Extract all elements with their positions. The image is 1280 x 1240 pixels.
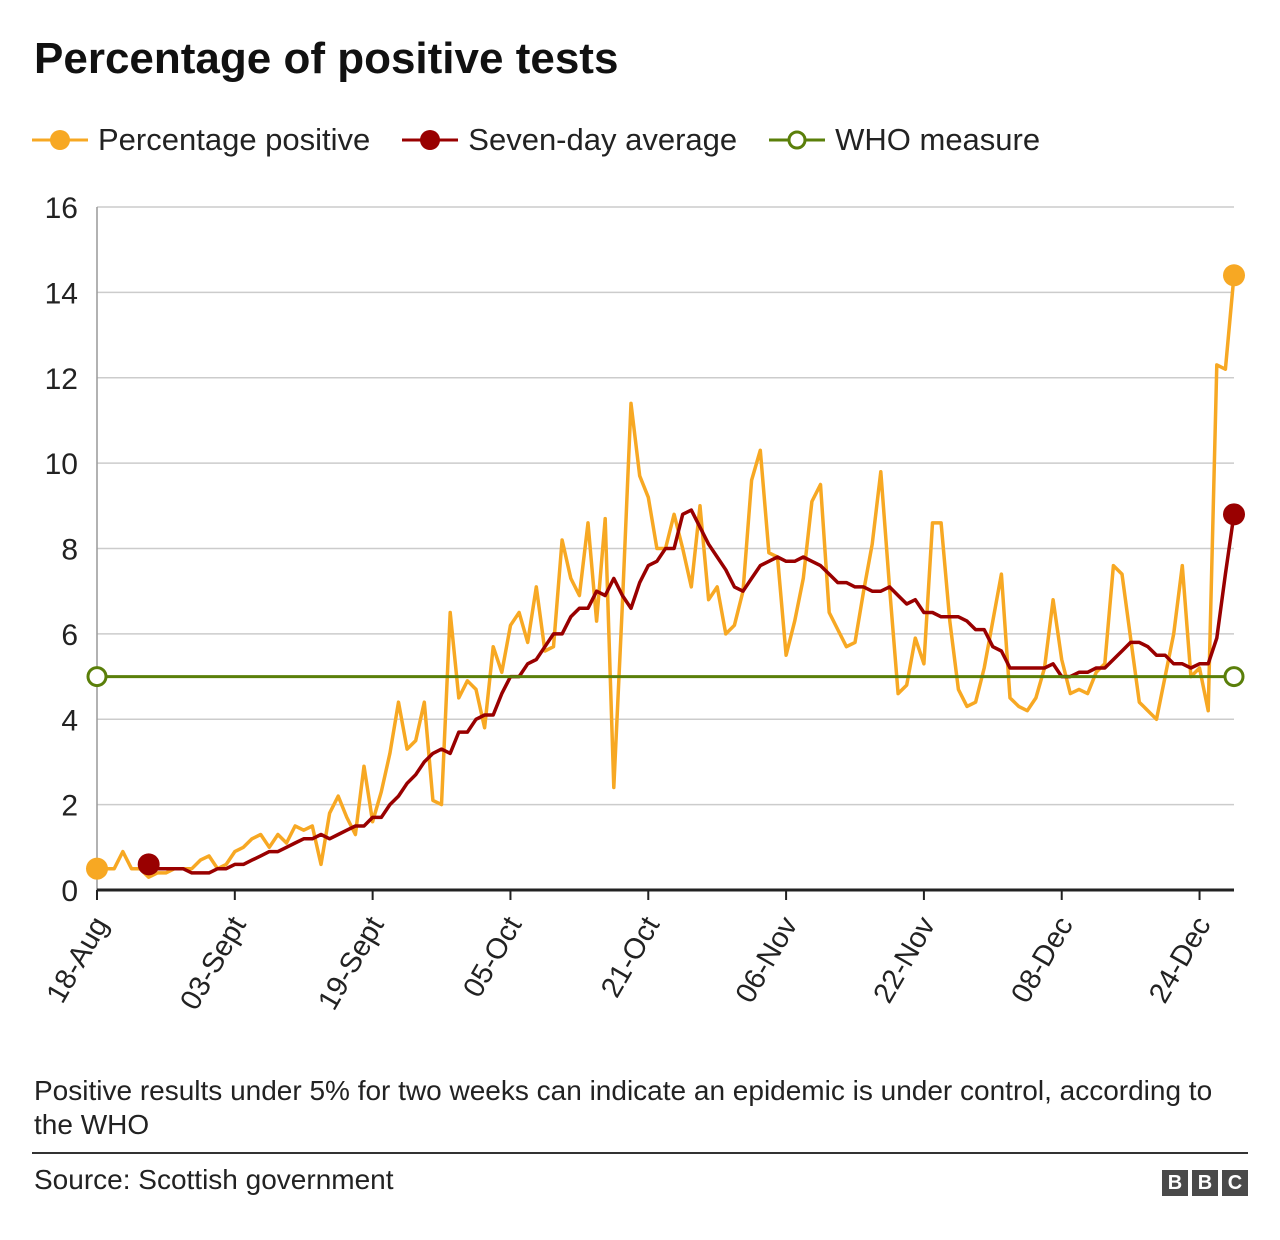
bbc-logo-letter: B xyxy=(1192,1170,1218,1196)
y-tick-label: 6 xyxy=(61,619,78,652)
series-endpoint xyxy=(137,853,160,876)
legend-label: Percentage positive xyxy=(98,122,371,157)
legend-label: WHO measure xyxy=(835,122,1041,157)
x-tick-label: 03-Sept xyxy=(174,912,253,1016)
x-tick-label: 21-Oct xyxy=(595,912,666,1003)
bbc-logo-letter: B xyxy=(1162,1170,1188,1196)
chart-legend: Percentage positive Seven-day average WH… xyxy=(30,118,1070,162)
legend-label: Seven-day average xyxy=(468,122,738,157)
x-tick-label: 06-Nov xyxy=(730,911,805,1008)
footnote: Positive results under 5% for two weeks … xyxy=(34,1075,1213,1140)
y-tick-label: 12 xyxy=(45,363,78,396)
x-tick-label: 05-Oct xyxy=(457,912,528,1003)
grid-lines xyxy=(96,206,1234,892)
x-axis-ticks: 18-Aug 03-Sept 19-Sept 05-Oct 21-Oct 06-Nov 22… xyxy=(41,890,1218,1015)
x-tick-label: 19-Sept xyxy=(312,912,391,1016)
legend-item-percentage-positive: Percentage positive xyxy=(30,122,370,158)
y-axis-ticks: 0 2 4 6 8 10 12 14 16 xyxy=(45,192,78,908)
series-endpoint xyxy=(86,666,108,688)
chart-title: Percentage of positive tests xyxy=(34,34,619,83)
legend-key-open-circle-icon xyxy=(769,130,826,150)
y-tick-label: 2 xyxy=(61,790,78,823)
y-tick-label: 16 xyxy=(45,192,78,225)
source-text: Source: Scottish government xyxy=(34,1164,394,1195)
series-endpoint xyxy=(86,857,108,880)
legend-item-seven-day-average: Seven-day average xyxy=(400,122,737,158)
data-series xyxy=(86,264,1245,880)
series-line xyxy=(95,273,1236,879)
legend-item-who-measure: WHO measure xyxy=(767,122,1040,158)
y-tick-label: 10 xyxy=(45,448,78,481)
series-endpoint xyxy=(1223,264,1245,287)
x-tick-label: 24-Dec xyxy=(1143,912,1217,1009)
x-tick-label: 18-Aug xyxy=(41,912,115,1009)
y-tick-label: 0 xyxy=(61,875,78,908)
bbc-logo-letter: C xyxy=(1222,1170,1248,1196)
bbc-logo: B B C xyxy=(1158,1170,1248,1196)
series-endpoint xyxy=(1223,666,1245,688)
y-tick-label: 14 xyxy=(45,277,78,310)
x-tick-label: 08-Dec xyxy=(1005,912,1079,1009)
y-tick-label: 8 xyxy=(61,534,78,567)
legend-key-filled-circle-icon xyxy=(402,130,459,150)
line-chart: 0 2 4 6 8 10 12 14 16 18-Aug 03-Sept 19-Sept 05-Oct… xyxy=(41,192,1245,1015)
x-tick-label: 22-Nov xyxy=(868,911,943,1008)
series-line xyxy=(146,508,1236,875)
legend-key-filled-circle-icon xyxy=(32,130,88,150)
y-tick-label: 4 xyxy=(61,704,78,737)
series-endpoint xyxy=(1223,503,1245,526)
divider xyxy=(32,1152,1248,1154)
